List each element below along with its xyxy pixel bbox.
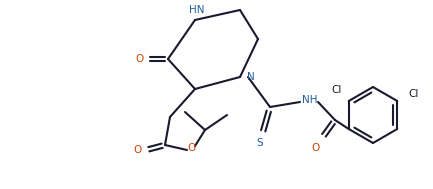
Text: O: O xyxy=(135,54,143,64)
Text: HN: HN xyxy=(189,5,205,15)
Text: NH: NH xyxy=(302,95,318,105)
Text: N: N xyxy=(247,72,255,82)
Text: Cl: Cl xyxy=(408,89,419,99)
Text: O: O xyxy=(188,143,196,153)
Text: Cl: Cl xyxy=(331,85,342,95)
Text: O: O xyxy=(134,145,142,155)
Text: S: S xyxy=(257,138,263,148)
Text: O: O xyxy=(312,143,320,153)
